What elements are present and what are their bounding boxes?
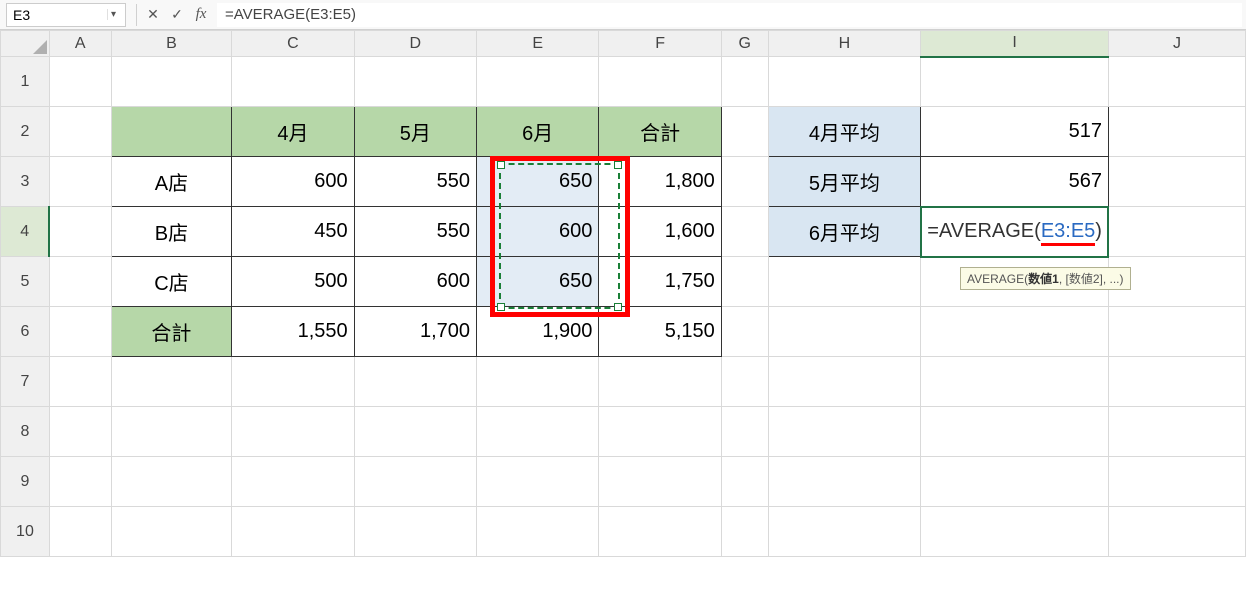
cancel-icon[interactable]: ✕	[141, 6, 165, 23]
row-header-10[interactable]: 10	[1, 507, 50, 557]
row-header-6[interactable]: 6	[1, 307, 50, 357]
cell-D6[interactable]: 1,700	[354, 307, 476, 357]
cell-C4[interactable]: 450	[232, 207, 354, 257]
col-header-B[interactable]: B	[111, 31, 232, 57]
cell-H2[interactable]: 4月平均	[768, 107, 921, 157]
cell-B5[interactable]: C店	[111, 257, 232, 307]
cell-A3[interactable]	[49, 157, 111, 207]
cell-B2[interactable]	[111, 107, 232, 157]
name-box[interactable]: E3 ▾	[6, 3, 126, 27]
cell-A4[interactable]	[49, 207, 111, 257]
name-box-dropdown-icon[interactable]: ▾	[107, 9, 119, 20]
cell-H3[interactable]: 5月平均	[768, 157, 921, 207]
cell-E1[interactable]	[477, 57, 599, 107]
cell-G4[interactable]	[721, 207, 768, 257]
col-header-D[interactable]: D	[354, 31, 476, 57]
formula-text: =AVERAGE(E3:E5)	[225, 6, 356, 23]
sheet-table: A B C D E F G H I J 1 2 4月 5月 6月 合計 4月平均…	[0, 30, 1246, 557]
fx-icon[interactable]: fx	[189, 6, 213, 23]
cell-G3[interactable]	[721, 157, 768, 207]
formula-ref: E3:E5	[1041, 220, 1095, 246]
cell-D2[interactable]: 5月	[354, 107, 476, 157]
cell-E2[interactable]: 6月	[477, 107, 599, 157]
formula-input[interactable]: =AVERAGE(E3:E5)	[217, 3, 1242, 27]
cell-I6[interactable]	[921, 307, 1109, 357]
col-header-G[interactable]: G	[721, 31, 768, 57]
cell-E3[interactable]: 650	[477, 157, 599, 207]
cell-C3[interactable]: 600	[232, 157, 354, 207]
cell-G6[interactable]	[721, 307, 768, 357]
cell-F2[interactable]: 合計	[599, 107, 721, 157]
cell-B3[interactable]: A店	[111, 157, 232, 207]
tooltip-rest: , [数値2], ...)	[1059, 272, 1124, 286]
col-header-A[interactable]: A	[49, 31, 111, 57]
row-header-2[interactable]: 2	[1, 107, 50, 157]
enter-icon[interactable]: ✓	[165, 6, 189, 23]
row-header-5[interactable]: 5	[1, 257, 50, 307]
cell-J6[interactable]	[1108, 307, 1245, 357]
cell-D4[interactable]: 550	[354, 207, 476, 257]
col-header-I[interactable]: I	[921, 31, 1109, 57]
col-header-F[interactable]: F	[599, 31, 721, 57]
cell-G5[interactable]	[721, 257, 768, 307]
cell-F4[interactable]: 1,600	[599, 207, 721, 257]
cell-G1[interactable]	[721, 57, 768, 107]
cell-H4[interactable]: 6月平均	[768, 207, 921, 257]
tooltip-arg1: 数値1	[1028, 272, 1059, 286]
separator	[136, 4, 137, 26]
formula-suffix: )	[1095, 220, 1102, 242]
formula-prefix: =AVERAGE(	[927, 220, 1041, 242]
cell-B4[interactable]: B店	[111, 207, 232, 257]
cell-H5[interactable]	[768, 257, 921, 307]
cell-I3[interactable]: 567	[921, 157, 1109, 207]
cell-J2[interactable]	[1108, 107, 1245, 157]
cell-B1[interactable]	[111, 57, 232, 107]
cell-C5[interactable]: 500	[232, 257, 354, 307]
cell-J1[interactable]	[1108, 57, 1245, 107]
cell-J4[interactable]	[1108, 207, 1245, 257]
row-header-7[interactable]: 7	[1, 357, 50, 407]
cell-F6[interactable]: 5,150	[599, 307, 721, 357]
cell-G2[interactable]	[721, 107, 768, 157]
cell-H1[interactable]	[768, 57, 921, 107]
spreadsheet-grid[interactable]: A B C D E F G H I J 1 2 4月 5月 6月 合計 4月平均…	[0, 30, 1246, 557]
cell-B6[interactable]: 合計	[111, 307, 232, 357]
cell-A1[interactable]	[49, 57, 111, 107]
cell-J3[interactable]	[1108, 157, 1245, 207]
cell-E4[interactable]: 600	[477, 207, 599, 257]
row-header-8[interactable]: 8	[1, 407, 50, 457]
col-header-J[interactable]: J	[1108, 31, 1245, 57]
cell-D5[interactable]: 600	[354, 257, 476, 307]
cell-C1[interactable]	[232, 57, 354, 107]
cell-F1[interactable]	[599, 57, 721, 107]
cell-F5[interactable]: 1,750	[599, 257, 721, 307]
cell-I4-editing[interactable]: =AVERAGE(E3:E5)	[921, 207, 1109, 257]
row-header-4[interactable]: 4	[1, 207, 50, 257]
cell-A5[interactable]	[49, 257, 111, 307]
cell-A2[interactable]	[49, 107, 111, 157]
tooltip-fn: AVERAGE(	[967, 272, 1028, 286]
cell-F3[interactable]: 1,800	[599, 157, 721, 207]
col-header-C[interactable]: C	[232, 31, 354, 57]
col-header-H[interactable]: H	[768, 31, 921, 57]
formula-bar: E3 ▾ ✕ ✓ fx =AVERAGE(E3:E5)	[0, 0, 1246, 30]
cell-C6[interactable]: 1,550	[232, 307, 354, 357]
cell-E5[interactable]: 650	[477, 257, 599, 307]
cell-D1[interactable]	[354, 57, 476, 107]
row-header-1[interactable]: 1	[1, 57, 50, 107]
cell-D3[interactable]: 550	[354, 157, 476, 207]
col-header-E[interactable]: E	[477, 31, 599, 57]
name-box-value: E3	[13, 7, 30, 23]
cell-H6[interactable]	[768, 307, 921, 357]
row-header-3[interactable]: 3	[1, 157, 50, 207]
function-tooltip: AVERAGE(数値1, [数値2], ...)	[960, 267, 1131, 290]
cell-A6[interactable]	[49, 307, 111, 357]
cell-I1[interactable]	[921, 57, 1109, 107]
row-header-9[interactable]: 9	[1, 457, 50, 507]
cell-I2[interactable]: 517	[921, 107, 1109, 157]
cell-C2[interactable]: 4月	[232, 107, 354, 157]
select-all-corner[interactable]	[1, 31, 50, 57]
cell-E6[interactable]: 1,900	[477, 307, 599, 357]
